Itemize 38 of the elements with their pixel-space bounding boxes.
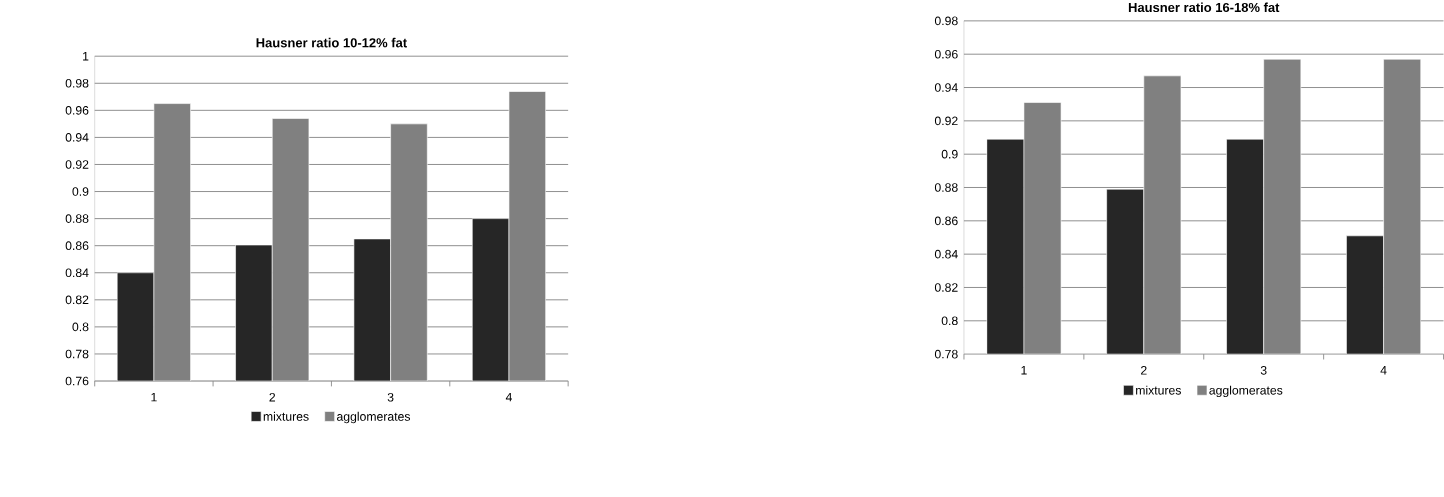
x-tick-label: 3 bbox=[387, 392, 394, 402]
y-tick-label: 0.96 bbox=[65, 105, 89, 115]
chart-title: Hausner ratio 10-12% fat bbox=[256, 37, 407, 48]
y-tick-label: 0.86 bbox=[934, 216, 958, 225]
x-tick-label: 2 bbox=[1141, 365, 1147, 375]
y-tick-label: 0.8 bbox=[72, 322, 89, 332]
y-tick-label: 0.82 bbox=[934, 282, 958, 292]
y-tick-label: 0.82 bbox=[65, 295, 89, 304]
y-tick-label: 0.9 bbox=[72, 187, 89, 196]
y-tick-label: 0.92 bbox=[934, 116, 958, 125]
y-tick-label: 0.78 bbox=[65, 349, 89, 359]
y-tick-label: 0.88 bbox=[65, 214, 89, 223]
y-tick-label: 0.84 bbox=[65, 268, 89, 277]
y-tick-label: 0.78 bbox=[934, 349, 958, 359]
y-tick-label: 0.9 bbox=[941, 149, 958, 159]
y-tick-label: 0.88 bbox=[934, 182, 958, 192]
legend-label: mixtures bbox=[1136, 385, 1181, 395]
x-tick-label: 3 bbox=[1260, 365, 1267, 375]
x-tick-label: 4 bbox=[1380, 365, 1387, 375]
y-tick-label: 0.98 bbox=[934, 16, 958, 25]
y-tick-label: 0.96 bbox=[934, 49, 958, 59]
x-tick-label: 2 bbox=[269, 392, 276, 402]
y-tick-label: 0.98 bbox=[65, 78, 89, 88]
y-tick-label: 0.94 bbox=[65, 132, 89, 142]
x-tick-label: 1 bbox=[151, 392, 157, 402]
y-tick-label: 0.76 bbox=[65, 376, 89, 386]
y-tick-label: 0.8 bbox=[941, 316, 958, 325]
x-tick-label: 1 bbox=[1021, 365, 1027, 375]
y-tick-label: 0.92 bbox=[65, 159, 89, 169]
y-tick-label: 0.84 bbox=[934, 249, 958, 259]
x-tick-label: 4 bbox=[505, 392, 512, 402]
chart-title: Hausner ratio 16-18% fat bbox=[1128, 2, 1280, 12]
legend-label: mixtures bbox=[263, 411, 309, 421]
y-tick-label: 0.94 bbox=[934, 83, 958, 92]
y-tick-label: 0.86 bbox=[65, 241, 89, 250]
legend-label: agglomerates bbox=[337, 411, 411, 424]
legend-label: agglomerates bbox=[1209, 385, 1283, 397]
y-tick-label: 1 bbox=[83, 51, 89, 61]
